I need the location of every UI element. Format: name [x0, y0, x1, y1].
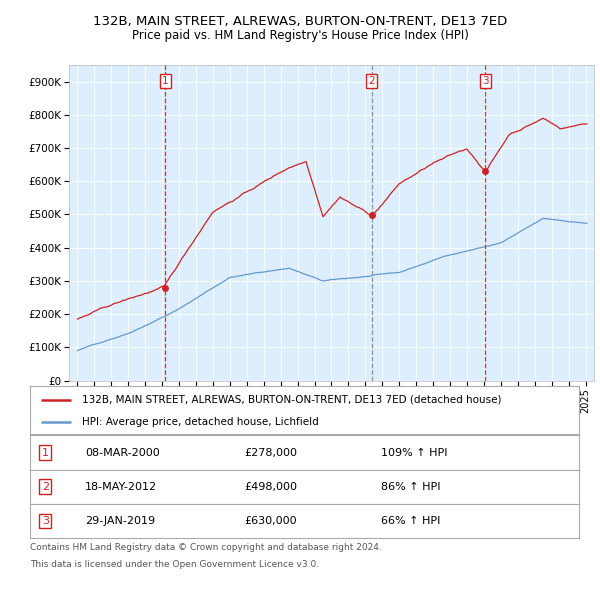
- Text: 1: 1: [42, 448, 49, 457]
- Text: 3: 3: [482, 76, 488, 86]
- Text: £278,000: £278,000: [244, 448, 297, 457]
- Text: Price paid vs. HM Land Registry's House Price Index (HPI): Price paid vs. HM Land Registry's House …: [131, 30, 469, 42]
- Text: 3: 3: [42, 516, 49, 526]
- Text: HPI: Average price, detached house, Lichfield: HPI: Average price, detached house, Lich…: [82, 417, 319, 427]
- Text: 2: 2: [42, 482, 49, 491]
- Text: 66% ↑ HPI: 66% ↑ HPI: [382, 516, 441, 526]
- Text: Contains HM Land Registry data © Crown copyright and database right 2024.: Contains HM Land Registry data © Crown c…: [30, 543, 382, 552]
- Text: 132B, MAIN STREET, ALREWAS, BURTON-ON-TRENT, DE13 7ED (detached house): 132B, MAIN STREET, ALREWAS, BURTON-ON-TR…: [82, 395, 502, 405]
- Text: 1: 1: [162, 76, 169, 86]
- Text: 29-JAN-2019: 29-JAN-2019: [85, 516, 155, 526]
- Text: 08-MAR-2000: 08-MAR-2000: [85, 448, 160, 457]
- Text: 86% ↑ HPI: 86% ↑ HPI: [382, 482, 441, 491]
- Text: £630,000: £630,000: [244, 516, 297, 526]
- Text: 132B, MAIN STREET, ALREWAS, BURTON-ON-TRENT, DE13 7ED: 132B, MAIN STREET, ALREWAS, BURTON-ON-TR…: [93, 15, 507, 28]
- Text: 18-MAY-2012: 18-MAY-2012: [85, 482, 157, 491]
- Text: 2: 2: [368, 76, 375, 86]
- Text: 109% ↑ HPI: 109% ↑ HPI: [382, 448, 448, 457]
- Text: £498,000: £498,000: [244, 482, 297, 491]
- Text: This data is licensed under the Open Government Licence v3.0.: This data is licensed under the Open Gov…: [30, 560, 319, 569]
